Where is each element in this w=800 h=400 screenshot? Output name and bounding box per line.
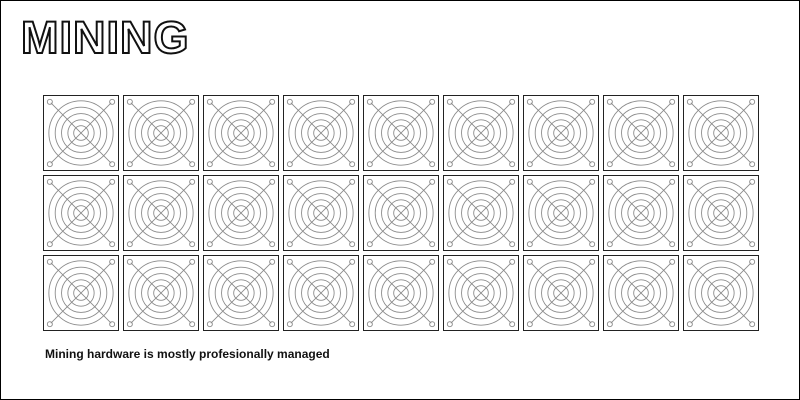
fan-unit — [203, 175, 279, 251]
fan-grille-icon — [526, 98, 596, 168]
fan-grille-icon — [526, 178, 596, 248]
fan-unit — [283, 255, 359, 331]
fan-grille-icon — [366, 98, 436, 168]
fan-grille-icon — [606, 258, 676, 328]
fan-grille-icon — [606, 178, 676, 248]
fan-unit — [683, 175, 759, 251]
fan-grille-icon — [686, 98, 756, 168]
fan-unit — [203, 255, 279, 331]
fan-unit — [43, 255, 119, 331]
fan-grille-icon — [446, 258, 516, 328]
fan-grille-icon — [126, 258, 196, 328]
caption: Mining hardware is mostly profesionally … — [45, 347, 330, 361]
fan-unit — [123, 175, 199, 251]
fan-unit — [683, 255, 759, 331]
fan-unit — [203, 95, 279, 171]
fan-unit — [443, 95, 519, 171]
fan-grille-icon — [46, 258, 116, 328]
fan-unit — [283, 95, 359, 171]
fan-unit — [443, 255, 519, 331]
fan-unit — [603, 95, 679, 171]
fan-unit — [443, 175, 519, 251]
fan-grille-icon — [206, 178, 276, 248]
fan-grille-icon — [446, 178, 516, 248]
fan-grille-icon — [126, 98, 196, 168]
fan-unit — [43, 175, 119, 251]
fan-unit — [523, 255, 599, 331]
fan-grille-icon — [686, 258, 756, 328]
fan-unit — [283, 175, 359, 251]
fan-grille-icon — [366, 178, 436, 248]
fan-unit — [603, 175, 679, 251]
fan-grille-icon — [526, 258, 596, 328]
fan-grille-icon — [46, 178, 116, 248]
fan-unit — [123, 255, 199, 331]
fan-unit — [123, 95, 199, 171]
fan-grille-icon — [286, 98, 356, 168]
fan-grille-icon — [686, 178, 756, 248]
fan-grille-icon — [46, 98, 116, 168]
fan-grille-icon — [126, 178, 196, 248]
fan-grille-icon — [446, 98, 516, 168]
fan-grille-icon — [366, 258, 436, 328]
page-title: MINING — [20, 11, 190, 64]
fan-grille-icon — [606, 98, 676, 168]
fan-unit — [363, 255, 439, 331]
fan-unit — [523, 175, 599, 251]
fan-grid — [43, 95, 759, 331]
fan-unit — [603, 255, 679, 331]
fan-unit — [363, 95, 439, 171]
fan-unit — [683, 95, 759, 171]
fan-unit — [523, 95, 599, 171]
fan-unit — [43, 95, 119, 171]
fan-unit — [363, 175, 439, 251]
fan-grille-icon — [206, 258, 276, 328]
fan-grille-icon — [206, 98, 276, 168]
fan-grille-icon — [286, 258, 356, 328]
fan-grille-icon — [286, 178, 356, 248]
